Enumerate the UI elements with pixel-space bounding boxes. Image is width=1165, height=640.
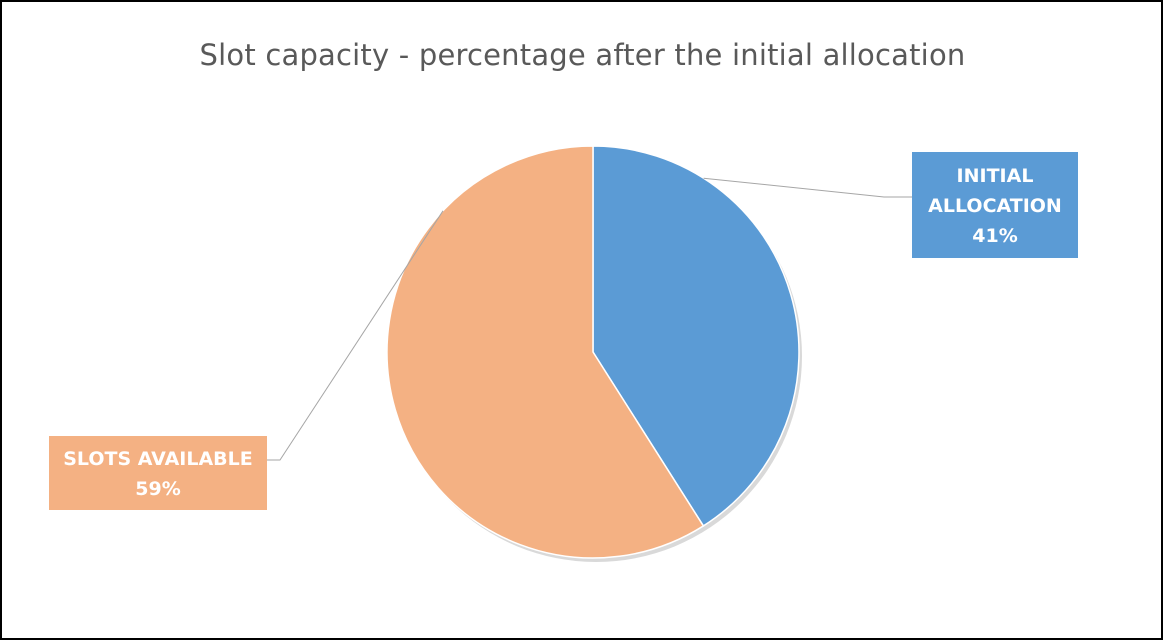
data-label-value: 59% (135, 478, 180, 500)
data-label-initial-allocation: INITIAL ALLOCATION 41% (912, 152, 1078, 258)
data-label-category: ALLOCATION (928, 195, 1062, 217)
chart-title: Slot capacity - percentage after the ini… (199, 38, 966, 72)
data-label-slots-available: SLOTS AVAILABLE 59% (49, 436, 267, 510)
leader-line-slots-available (267, 210, 444, 461)
pie-slices (386, 145, 800, 559)
data-labels: INITIAL ALLOCATION 41% SLOTS AVAILABLE 59% (49, 152, 1078, 510)
data-label-category: INITIAL (957, 165, 1034, 187)
pie-slice-initial-allocation (592, 145, 800, 527)
pie-slice-slots-available (386, 145, 705, 559)
leader-lines (267, 177, 912, 461)
data-label-category: SLOTS AVAILABLE (63, 448, 253, 470)
data-label-value: 41% (972, 225, 1017, 247)
data-label-box (912, 152, 1078, 258)
pie-chart: INITIAL ALLOCATION 41% SLOTS AVAILABLE 59% (49, 145, 1078, 562)
leader-line-initial-allocation (703, 177, 912, 198)
data-label-box (49, 436, 267, 510)
